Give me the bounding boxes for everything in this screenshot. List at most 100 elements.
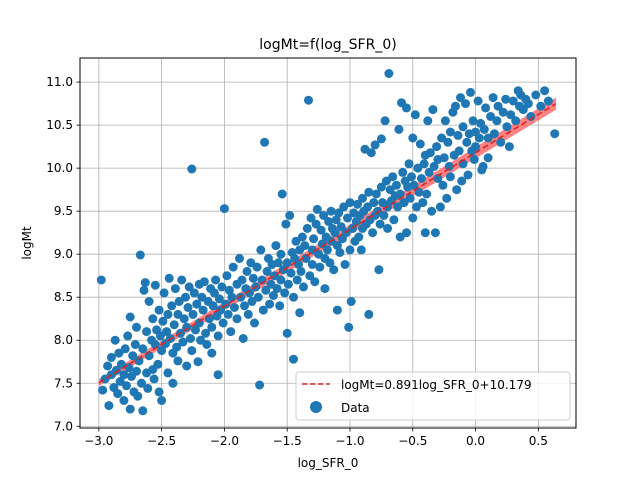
- data-point: [295, 308, 305, 318]
- data-point: [183, 303, 193, 312]
- data-point: [255, 380, 265, 390]
- y-tick-label: 10.0: [46, 161, 73, 175]
- data-point: [198, 305, 208, 315]
- data-point: [458, 122, 468, 132]
- data-point: [402, 103, 411, 113]
- data-point: [218, 318, 228, 328]
- x-axis-ticks: −3.0 −2.5 −2.0 −1.5 −1.0 −0.5 0.0 0.5: [84, 428, 548, 448]
- data-point: [302, 223, 312, 233]
- data-point: [139, 285, 149, 295]
- data-point: [389, 215, 399, 225]
- y-tick-label: 9.5: [54, 204, 73, 218]
- data-point: [309, 234, 319, 244]
- data-point: [483, 133, 493, 143]
- data-point: [260, 137, 270, 147]
- data-point: [158, 316, 168, 326]
- data-point: [380, 116, 390, 126]
- data-point: [170, 284, 180, 294]
- data-point: [409, 180, 419, 190]
- data-point: [187, 346, 197, 356]
- data-point: [453, 130, 463, 140]
- data-point: [214, 294, 224, 304]
- data-point: [292, 275, 302, 285]
- data-point: [440, 116, 450, 126]
- data-point: [314, 249, 324, 259]
- data-point: [391, 180, 401, 190]
- data-point: [481, 103, 491, 113]
- legend-box: [295, 371, 571, 421]
- data-point: [489, 129, 499, 139]
- data-point: [153, 359, 163, 369]
- data-point: [150, 280, 160, 290]
- data-point: [468, 116, 478, 126]
- data-point: [435, 202, 445, 212]
- data-point: [237, 275, 247, 285]
- data-point: [540, 86, 550, 96]
- data-point: [433, 174, 443, 183]
- data-point: [202, 340, 212, 349]
- data-point: [330, 228, 340, 238]
- data-point: [319, 211, 329, 220]
- data-point: [324, 217, 334, 226]
- data-point: [469, 155, 479, 164]
- data-point: [246, 258, 256, 268]
- data-point: [169, 320, 179, 330]
- data-point: [192, 299, 202, 309]
- data-point: [474, 133, 484, 143]
- y-tick-label: 11.0: [46, 75, 73, 89]
- data-point: [119, 370, 129, 380]
- data-point: [242, 266, 252, 276]
- data-point: [96, 275, 106, 285]
- data-point: [113, 389, 123, 399]
- data-point: [543, 96, 553, 106]
- data-point: [408, 133, 418, 143]
- x-tick-label: −2.5: [147, 434, 176, 448]
- data-point: [462, 137, 472, 147]
- data-point: [402, 228, 411, 238]
- data-point: [173, 356, 183, 366]
- data-point: [410, 110, 420, 120]
- data-point: [230, 303, 239, 312]
- x-tick-label: −3.0: [84, 434, 113, 448]
- data-point: [518, 105, 528, 115]
- data-point: [320, 284, 330, 294]
- data-point: [222, 271, 232, 281]
- data-point: [326, 206, 336, 216]
- data-point: [157, 346, 167, 356]
- data-point: [504, 142, 514, 152]
- data-point: [123, 331, 133, 341]
- data-point: [289, 354, 298, 364]
- data-point: [226, 327, 236, 337]
- data-point: [404, 159, 414, 169]
- data-point: [196, 335, 205, 345]
- data-point: [228, 262, 238, 272]
- data-point: [335, 248, 345, 257]
- data-point: [307, 260, 317, 269]
- data-point: [149, 374, 159, 384]
- data-point: [429, 161, 439, 171]
- data-point: [285, 211, 295, 220]
- data-point: [405, 193, 415, 203]
- data-point: [414, 187, 424, 197]
- data-point: [172, 342, 182, 352]
- data-point: [213, 331, 223, 341]
- data-point: [207, 348, 217, 358]
- legend-data-swatch: [310, 401, 322, 413]
- data-point: [424, 167, 434, 177]
- data-point: [498, 107, 508, 117]
- data-point: [243, 309, 253, 319]
- data-point: [208, 301, 218, 311]
- data-point: [364, 187, 374, 197]
- data-point: [483, 153, 493, 163]
- data-point: [473, 96, 483, 106]
- y-tick-label: 8.5: [54, 290, 73, 304]
- data-point: [164, 273, 174, 283]
- data-point: [526, 112, 536, 121]
- data-point: [276, 249, 286, 259]
- data-point: [268, 291, 278, 300]
- x-tick-label: −1.5: [273, 434, 302, 448]
- data-point: [368, 228, 378, 238]
- data-point: [511, 116, 521, 126]
- data-point: [289, 292, 298, 302]
